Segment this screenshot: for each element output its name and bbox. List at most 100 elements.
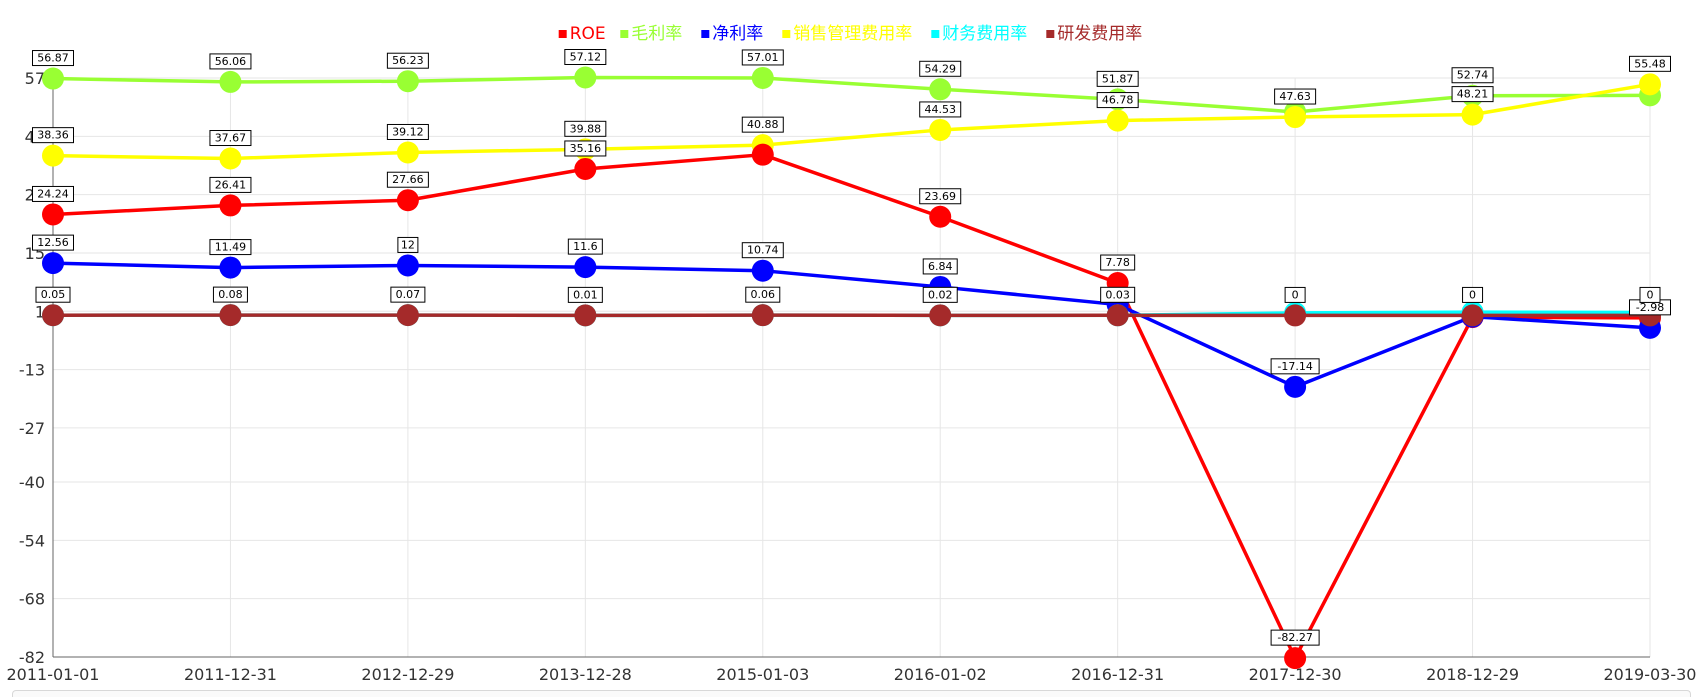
svg-text:27.66: 27.66 [392,173,424,186]
data-label: -17.14 [1270,358,1320,375]
data-point[interactable] [1284,304,1307,327]
data-point[interactable] [574,256,597,279]
data-label: 56.87 [32,50,74,67]
data-point[interactable] [42,252,64,275]
x-tick-label: 2013-12-28 [539,665,632,684]
data-point[interactable] [396,304,419,327]
data-point[interactable] [219,147,242,170]
y-tick-label: -40 [19,473,45,492]
svg-text:0.01: 0.01 [573,288,598,301]
data-point[interactable] [219,70,242,93]
legend-swatch [558,30,567,38]
legend-swatch [701,30,710,38]
legend-label: 研发费用率 [1057,24,1142,44]
series-line-3 [52,82,1651,161]
data-point[interactable] [1106,304,1129,327]
data-point[interactable] [1106,109,1129,132]
data-point[interactable] [1284,647,1307,670]
data-label: 0 [1462,286,1484,303]
svg-text:11.6: 11.6 [573,240,598,253]
data-point[interactable] [42,67,64,90]
data-label: 39.88 [564,120,607,137]
data-point[interactable] [1284,106,1307,129]
data-point[interactable] [42,144,64,167]
data-point[interactable] [574,66,597,89]
horizontal-scrollbar[interactable] [12,690,1691,697]
data-point[interactable] [396,254,419,277]
data-point[interactable] [1461,304,1484,327]
data-label: 0.01 [567,286,603,303]
data-label: 0 [1284,286,1306,303]
data-label: 0.08 [212,286,248,303]
data-label: 57.12 [564,49,607,66]
legend-item[interactable]: ROE [558,24,606,44]
svg-text:51.87: 51.87 [1102,72,1134,85]
svg-text:38.36: 38.36 [37,129,69,142]
legend-item[interactable]: 净利率 [701,24,763,44]
svg-text:54.29: 54.29 [924,62,956,75]
data-point[interactable] [929,78,952,101]
data-point[interactable] [929,118,952,141]
data-point[interactable] [396,141,419,164]
data-point[interactable] [1639,73,1661,96]
data-label: 46.78 [1096,92,1139,109]
data-label: 52.74 [1451,67,1494,84]
data-point[interactable] [751,259,774,282]
data-point[interactable] [929,205,952,228]
x-tick-label: 2016-01-02 [894,665,987,684]
data-label: 40.88 [741,116,784,133]
data-label: 51.87 [1096,70,1139,87]
data-point[interactable] [751,66,774,89]
data-point[interactable] [929,304,952,327]
svg-text:40.88: 40.88 [747,118,779,131]
data-point[interactable] [574,304,597,327]
y-tick-label: -13 [19,361,45,380]
legend-item[interactable]: 毛利率 [620,24,682,44]
svg-text:52.74: 52.74 [1457,69,1489,82]
svg-text:26.41: 26.41 [215,178,247,191]
data-label: 11.49 [209,239,252,256]
data-point[interactable] [219,256,242,279]
x-tick-label: 2011-12-31 [184,665,277,684]
series-line-1 [52,75,1651,114]
data-point[interactable] [396,189,419,212]
legend-item[interactable]: 销售管理费用率 [782,24,912,44]
data-point[interactable] [396,70,419,93]
data-point[interactable] [1461,103,1484,126]
legend[interactable]: ROE 毛利率 净利率 销售管理费用率 财务费用率 研发费用率 [558,24,1143,44]
data-point[interactable] [574,157,597,180]
y-tick-label: -54 [19,531,45,550]
data-label: 35.16 [564,140,607,157]
data-point[interactable] [219,304,242,327]
svg-text:7.78: 7.78 [1105,256,1130,269]
data-point[interactable] [219,194,242,217]
data-label: 12.56 [32,234,74,251]
svg-text:-82.27: -82.27 [1277,631,1312,644]
svg-text:0.08: 0.08 [218,288,243,301]
data-point[interactable] [42,203,64,226]
data-label: 39.12 [386,123,429,140]
data-point[interactable] [751,143,774,166]
svg-text:48.21: 48.21 [1457,88,1489,101]
data-point[interactable] [1284,375,1307,398]
y-tick-label: -27 [19,419,45,438]
svg-text:6.84: 6.84 [928,260,953,273]
data-label: 23.69 [919,188,962,205]
svg-text:56.87: 56.87 [37,52,69,65]
legend-swatch [620,30,629,38]
svg-text:0: 0 [1647,288,1654,301]
x-tick-label: 2012-12-29 [361,665,454,684]
data-point[interactable] [751,304,774,327]
legend-item[interactable]: 研发费用率 [1046,24,1142,44]
svg-text:0: 0 [1469,288,1476,301]
data-label: 24.24 [32,185,74,202]
legend-label: 财务费用率 [942,24,1027,44]
x-tick-label: 2011-01-01 [7,665,100,684]
legend-swatch [931,30,940,38]
data-point[interactable] [42,304,64,327]
data-labels: 24.24 26.41 27.66 35.16 23.69 7.78 -82.27 56.87… [32,49,1671,646]
data-label: 55.48 [1629,55,1671,72]
svg-text:44.53: 44.53 [924,103,956,116]
data-label: 57.01 [741,49,784,66]
legend-item[interactable]: 财务费用率 [931,24,1027,44]
